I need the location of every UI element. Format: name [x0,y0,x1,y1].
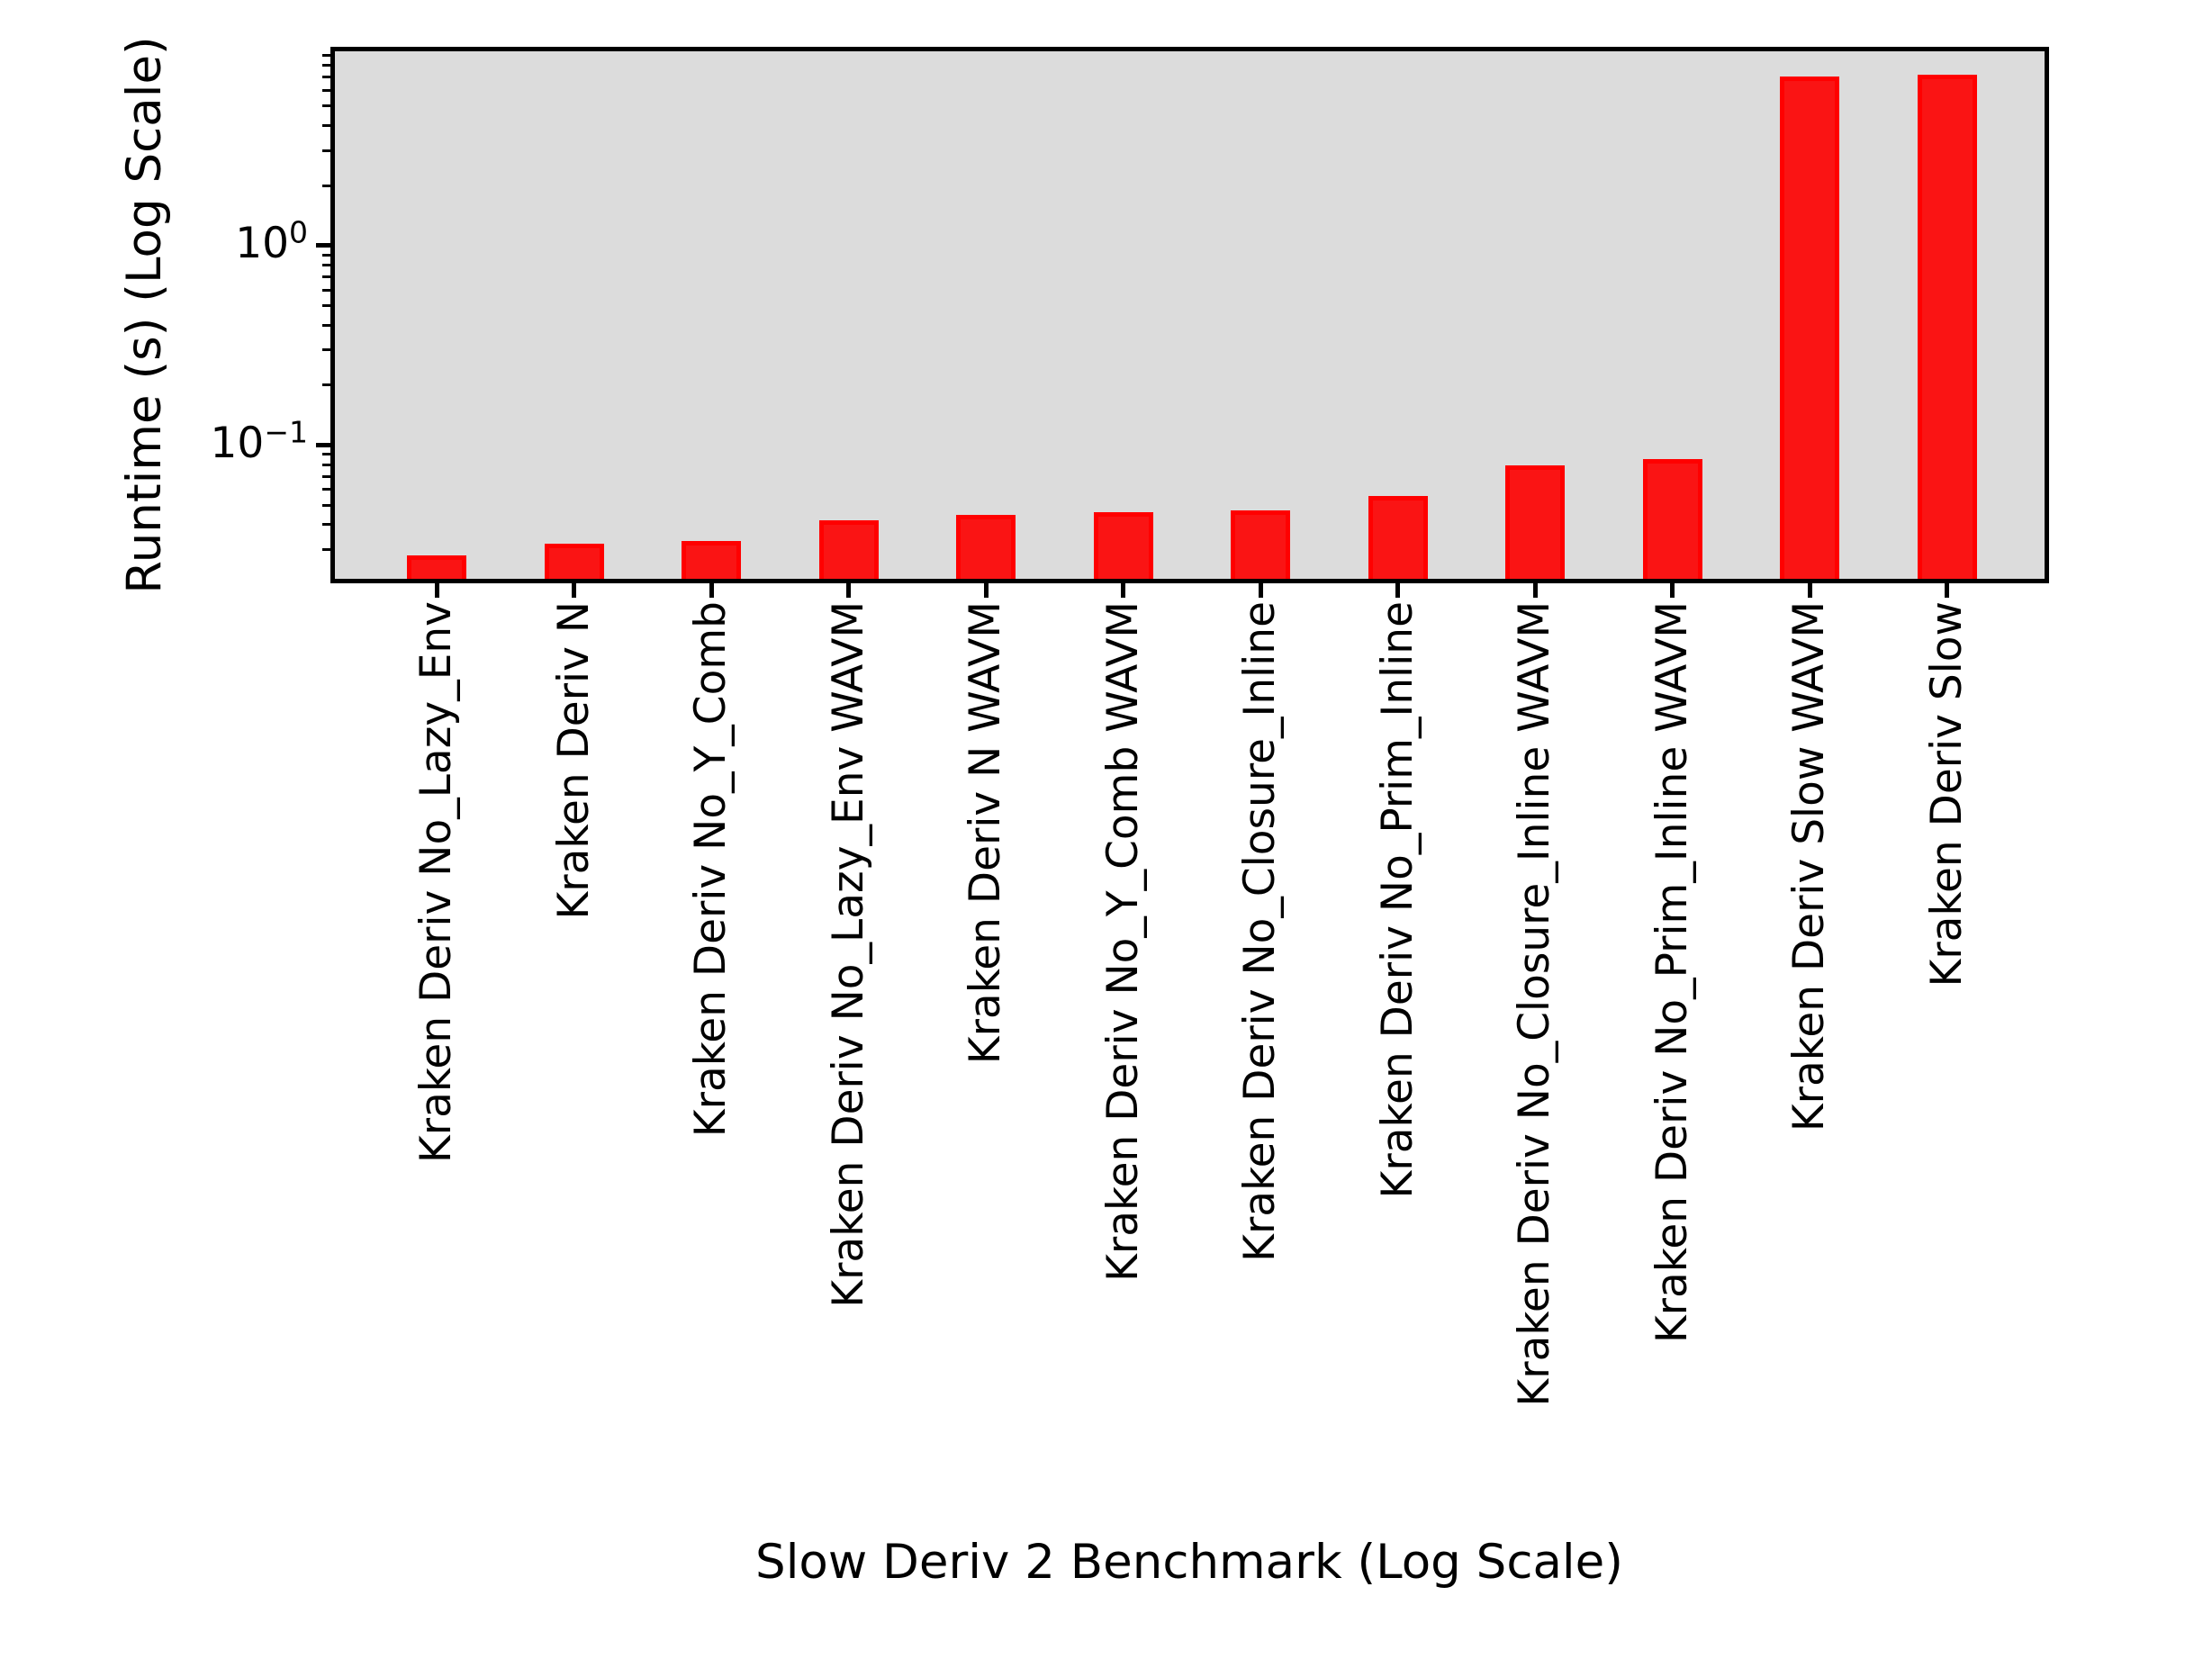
y-tick-major-0 [316,243,330,248]
y-tick-major-1 [316,443,330,448]
x-tick-8 [1532,583,1538,598]
x-axis-title: Slow Deriv 2 Benchmark (Log Scale) [755,1535,1623,1590]
y-tick-minor [322,263,330,266]
y-tick-minor [322,123,330,127]
y-tick-label-0: 100 [0,217,308,269]
x-tick-label-text: Kraken Deriv No_Prim_Inline WAVM [1647,601,1697,1344]
x-tick-label-text: Kraken Deriv Slow WAVM [1784,601,1834,1132]
y-tick-minor [322,149,330,152]
y-tick-label-base: 10 [210,418,265,468]
x-tick-label-text: Kraken Deriv No_Closure_Inline [1235,601,1285,1262]
y-tick-minor [322,64,330,68]
y-tick-minor [322,104,330,108]
x-tick-1 [572,583,576,598]
x-tick-4 [983,583,989,598]
x-tick-6 [1258,583,1263,598]
y-tick-minor [322,184,330,187]
right-spine [2045,47,2049,583]
bar-7 [1368,495,1428,582]
x-tick-2 [709,583,714,598]
bar-1 [544,544,604,582]
x-tick-0 [434,583,439,598]
y-tick-label-exponent: 0 [289,214,308,250]
x-tick-11 [1945,583,1949,598]
y-tick-minor [322,453,330,456]
y-tick-minor [322,523,330,527]
x-tick-label-text: Kraken Deriv No_Lazy_Env WAVM [823,601,873,1308]
y-tick-minor [322,503,330,507]
y-tick-minor [322,304,330,308]
x-tick-9 [1670,583,1675,598]
x-tick-5 [1121,583,1125,598]
y-tick-minor [322,348,330,352]
y-axis-title: Runtime (s) (Log Scale) [117,36,172,594]
bar-9 [1642,459,1702,582]
y-tick-minor [322,488,330,491]
bar-4 [956,514,1016,582]
bar-3 [818,520,879,582]
y-tick-minor [322,463,330,466]
x-tick-label-text: Kraken Deriv No_Prim_Inline [1372,601,1422,1199]
x-tick-7 [1395,583,1400,598]
x-tick-label-text: Kraken Deriv N WAVM [961,601,1010,1065]
y-tick-label-base: 10 [235,218,289,268]
bar-5 [1093,512,1153,582]
x-tick-10 [1807,583,1812,598]
y-tick-minor [322,288,330,292]
x-tick-label-text: Kraken Deriv No_Lazy_Env [411,601,461,1164]
y-tick-minor [322,275,330,278]
y-tick-minor [322,75,330,78]
x-tick-label-text: Kraken Deriv No_Closure_Inline WAVM [1510,601,1559,1407]
bar-11 [1917,74,1977,582]
y-tick-minor [322,474,330,478]
x-tick-3 [846,583,851,598]
y-tick-minor [322,253,330,257]
bar-6 [1231,510,1290,582]
y-tick-minor [322,323,330,327]
y-tick-minor [322,548,330,552]
x-tick-label-text: Kraken Deriv N [548,601,599,920]
x-tick-label-text: Kraken Deriv No_Y_Comb [686,601,736,1138]
y-tick-label-exponent: −1 [264,414,308,449]
y-axis-spine [330,47,335,583]
x-tick-label-text: Kraken Deriv No_Y_Comb WAVM [1097,601,1148,1282]
plot-area [333,50,2046,582]
bar-8 [1505,465,1565,582]
x-axis-spine [330,579,2049,583]
bar-0 [407,555,466,582]
y-tick-label-1: 10−1 [0,417,308,469]
x-tick-label-text: Kraken Deriv Slow [1921,601,1972,987]
y-tick-minor [322,383,330,387]
bar-10 [1780,77,1839,582]
top-spine [330,47,2049,51]
bar-2 [682,541,741,582]
y-tick-minor [322,53,330,57]
y-tick-minor [322,88,330,92]
x-tick-label-11: Kraken Deriv Slow [1922,601,2212,987]
